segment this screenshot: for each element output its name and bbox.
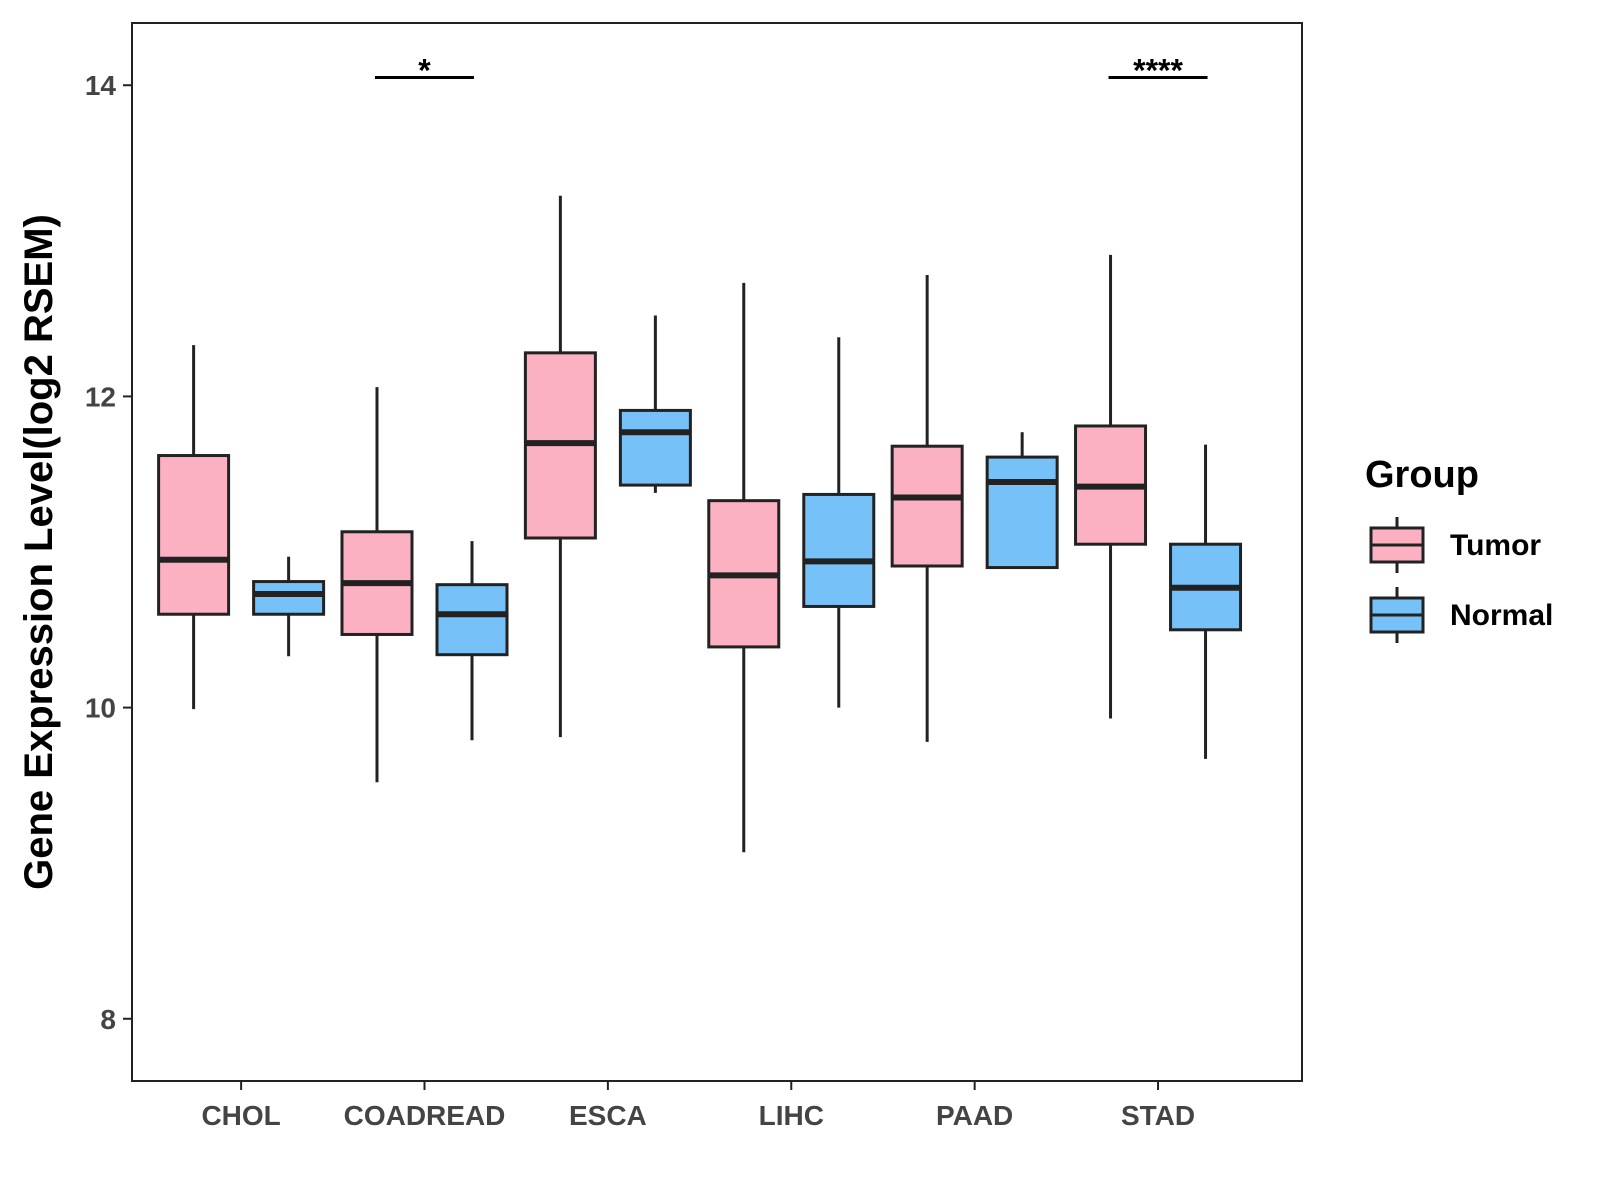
- x-tick-label-coadread: COADREAD: [344, 1100, 506, 1131]
- y-tick-label: 14: [85, 70, 117, 101]
- box-tumor-chol: [157, 454, 231, 616]
- y-tick-label: 12: [85, 381, 116, 412]
- y-tick-label: 10: [85, 693, 116, 724]
- y-axis-title: Gene Expression Level(log2 RSEM): [17, 214, 61, 890]
- legend-label-tumor: Tumor: [1450, 529, 1541, 562]
- x-tick-label-chol: CHOL: [201, 1100, 280, 1131]
- y-tick-label: 8: [100, 1004, 116, 1035]
- legend-label-normal: Normal: [1450, 599, 1553, 632]
- box-normal-lihc: [802, 492, 876, 608]
- significance-label-coadread: *: [418, 52, 431, 88]
- x-tick-label-stad: STAD: [1121, 1100, 1195, 1131]
- x-tick-label-lihc: LIHC: [759, 1100, 824, 1131]
- legend-title: Group: [1365, 454, 1479, 496]
- plot-panel-border: [131, 22, 1303, 1082]
- x-tick-label-paad: PAAD: [936, 1100, 1013, 1131]
- x-tick-label-esca: ESCA: [569, 1100, 647, 1131]
- significance-label-stad: ****: [1133, 52, 1183, 88]
- box-normal-chol: [252, 580, 326, 616]
- box-normal-coadread: [435, 583, 509, 657]
- box-normal-paad: [985, 455, 1059, 570]
- box-tumor-paad: [890, 444, 964, 568]
- box-normal-esca: [618, 408, 692, 487]
